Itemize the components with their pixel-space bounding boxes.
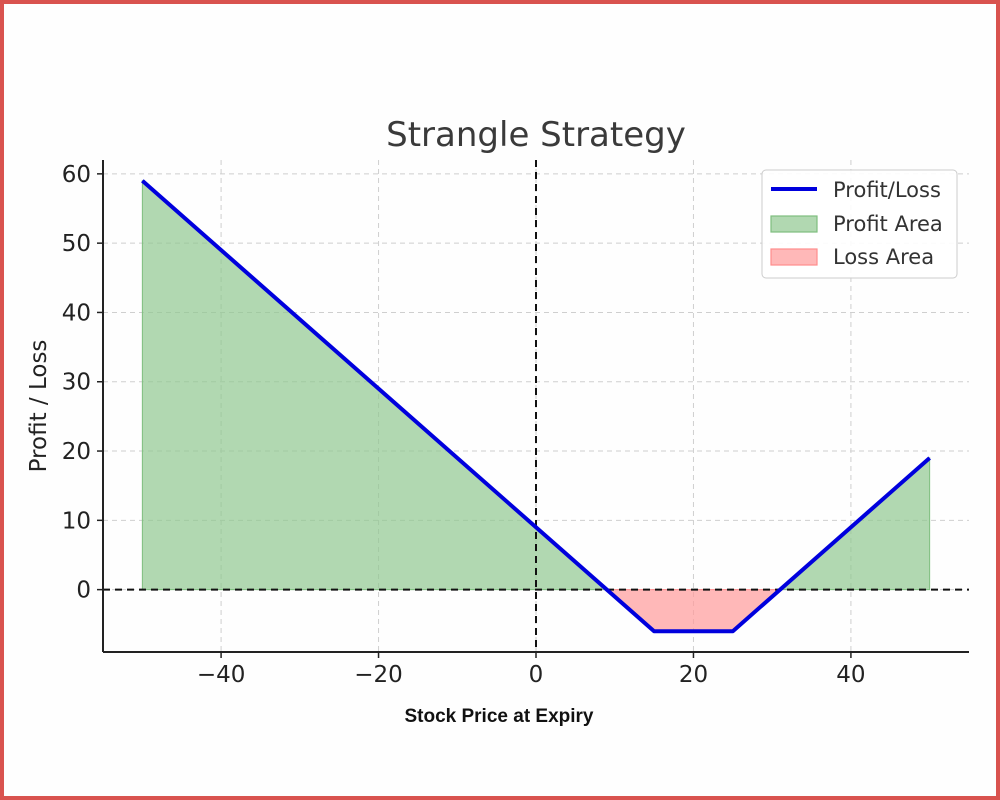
x-tick-label: −20: [354, 662, 403, 688]
legend-label-profit-loss: Profit/Loss: [833, 178, 941, 202]
x-axis-label: Stock Price at Expiry: [404, 706, 593, 727]
profit-loss-line: [141, 179, 931, 634]
y-tick-label: 20: [62, 439, 91, 465]
y-axis-label: Profit / Loss: [26, 340, 52, 473]
legend-label-profit-area: Profit Area: [833, 212, 943, 236]
series-lines: [141, 179, 931, 634]
legend-loss-swatch: [770, 248, 818, 266]
legend-label-loss-area: Loss Area: [833, 245, 934, 269]
x-tick-label: −40: [197, 662, 246, 688]
y-tick-label: 40: [62, 300, 91, 326]
x-tick-label: 20: [679, 662, 708, 688]
chart-title: Strangle Strategy: [386, 115, 686, 155]
y-tick-label: 0: [76, 578, 91, 604]
legend-profit-swatch: [770, 215, 818, 233]
y-tick-label: 60: [62, 162, 91, 188]
x-tick-label: 40: [836, 662, 865, 688]
tick-labels: −40 −20 0 20 40 0 10 20 30 40 50 60: [62, 162, 866, 688]
reference-lines: [103, 160, 969, 652]
y-tick-label: 30: [62, 370, 91, 396]
legend: Profit/Loss Profit Area Loss Area: [761, 169, 958, 279]
y-tick-label: 50: [62, 231, 91, 257]
x-tick-label: 0: [529, 662, 544, 688]
axes: [97, 160, 969, 658]
y-tick-label: 10: [62, 508, 91, 534]
